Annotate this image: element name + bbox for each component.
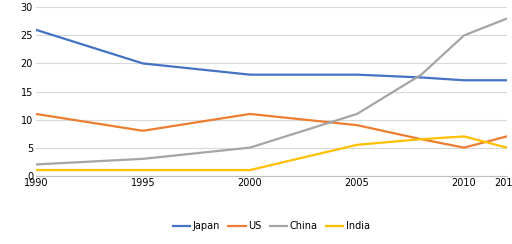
Line: Japan: Japan (36, 30, 507, 80)
US (504, 135, 510, 138)
Japan (140, 62, 146, 65)
India (140, 169, 146, 172)
US (354, 124, 360, 127)
India (33, 169, 39, 172)
Japan (33, 28, 39, 31)
Japan (247, 73, 253, 76)
Line: China: China (36, 19, 507, 164)
China (418, 73, 424, 76)
China (354, 112, 360, 115)
India (247, 169, 253, 172)
Line: US: US (36, 114, 507, 148)
US (33, 112, 39, 115)
Legend: Japan, US, China, India: Japan, US, China, India (168, 218, 374, 235)
China (33, 163, 39, 166)
China (247, 146, 253, 149)
China (504, 17, 510, 20)
India (504, 146, 510, 149)
US (418, 138, 424, 141)
China (140, 157, 146, 160)
US (247, 112, 253, 115)
Japan (354, 73, 360, 76)
India (354, 143, 360, 146)
Japan (418, 76, 424, 79)
Japan (461, 79, 467, 82)
US (461, 146, 467, 149)
Line: India: India (36, 136, 507, 170)
US (140, 129, 146, 132)
China (461, 34, 467, 37)
India (418, 138, 424, 141)
Japan (504, 79, 510, 82)
India (461, 135, 467, 138)
